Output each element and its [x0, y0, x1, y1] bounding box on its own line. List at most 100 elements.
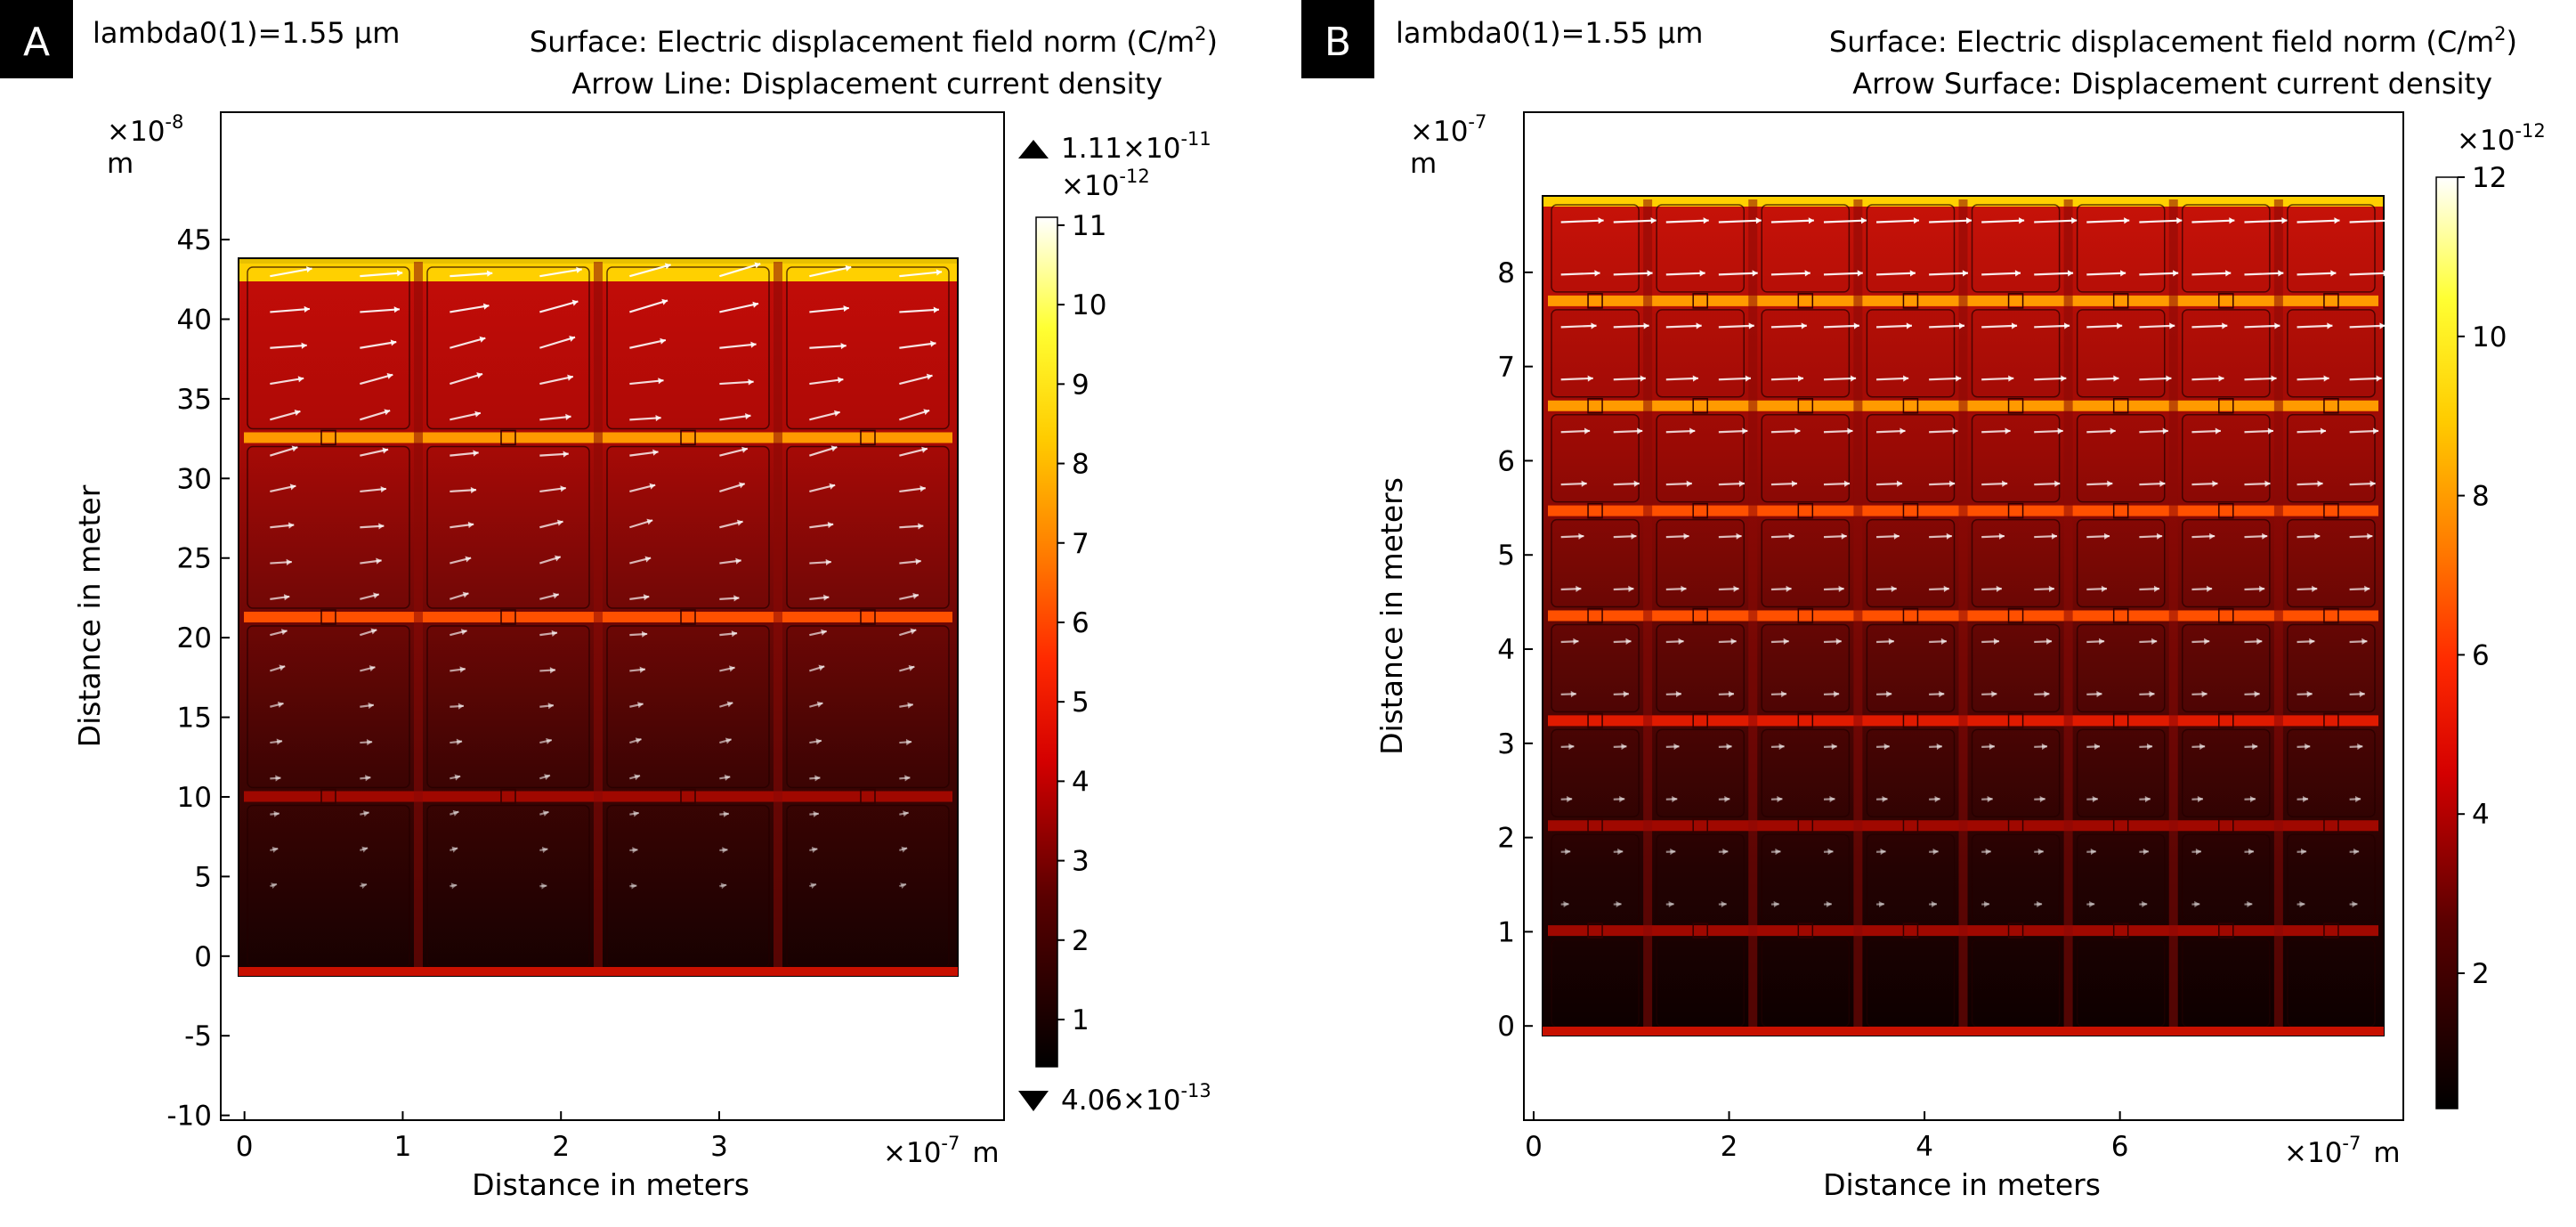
- current-arrow: [1929, 219, 1973, 223]
- arrow-head: [386, 372, 393, 379]
- resonator-cell: [1971, 414, 2061, 503]
- coupler-node: [1692, 398, 1708, 414]
- resonator-cell: [786, 266, 950, 430]
- coupler-node: [2007, 922, 2024, 939]
- cell-separator: [774, 262, 782, 972]
- resonator-cell: [426, 266, 590, 430]
- arrow-head: [2067, 270, 2074, 277]
- arrow-head: [720, 882, 727, 890]
- current-arrow: [2139, 219, 2183, 223]
- arrow-head: [655, 414, 661, 422]
- resonator-cell: [2182, 204, 2271, 293]
- arrow-title: Arrow Surface: Displacement current dens…: [1852, 67, 2492, 101]
- arrow-head: [1775, 848, 1781, 856]
- arrow-head: [2302, 795, 2309, 803]
- current-arrow: [719, 380, 754, 386]
- arrow-head: [2005, 427, 2011, 435]
- arrow-head: [1791, 480, 1797, 487]
- arrow-head: [2146, 743, 2153, 751]
- arrow-head: [2376, 375, 2382, 382]
- arrow-head: [1893, 532, 1900, 540]
- arrow-head: [901, 846, 908, 853]
- resonator-cell: [2182, 833, 2271, 922]
- arrow-head: [1965, 217, 1973, 224]
- arrow-head: [384, 409, 391, 416]
- current-arrow: [1876, 219, 1920, 223]
- current-arrow: [1613, 377, 1646, 381]
- current-arrow: [1665, 272, 1705, 276]
- current-arrow: [1560, 219, 1604, 223]
- arrow-head: [646, 518, 653, 525]
- arrow-head: [551, 630, 558, 637]
- arrow-head: [273, 810, 279, 817]
- arrow-head: [2166, 375, 2172, 382]
- arrow-head: [1987, 795, 1993, 803]
- cell-separator: [594, 262, 603, 972]
- arrow-head: [738, 482, 745, 489]
- resonator-cell: [606, 625, 770, 789]
- current-arrow: [2244, 324, 2280, 329]
- arrow-head: [840, 342, 847, 350]
- arrow-head: [555, 555, 561, 562]
- arrow-head: [2107, 480, 2113, 487]
- current-arrow: [809, 265, 852, 278]
- arrow-head: [2334, 217, 2340, 224]
- cell-separator: [2063, 199, 2073, 1032]
- resonator-cell: [426, 625, 590, 789]
- current-arrow: [629, 379, 664, 386]
- arrow-head: [660, 337, 666, 345]
- current-arrow: [1981, 272, 2021, 276]
- arrow-head: [2169, 322, 2175, 329]
- arrow-head: [2212, 480, 2218, 487]
- arrow-head: [634, 774, 641, 781]
- current-arrow: [270, 344, 307, 349]
- cell-separator: [414, 262, 423, 972]
- current-arrow: [2191, 272, 2232, 276]
- arrow-head: [280, 629, 288, 636]
- arrow-head: [2098, 638, 2105, 646]
- arrow-head: [729, 665, 735, 672]
- current-arrow: [1560, 324, 1597, 329]
- colorbar-tick-label: 7: [1072, 528, 1090, 560]
- arrow-head: [460, 629, 467, 636]
- y-tick-label: 25: [177, 543, 212, 575]
- arrow-head: [1797, 375, 1804, 382]
- arrow-head: [2299, 900, 2305, 908]
- resonator-cell: [1551, 204, 1640, 293]
- arrow-head: [2117, 322, 2123, 329]
- arrow-head: [2353, 848, 2360, 856]
- current-arrow: [450, 337, 486, 349]
- current-arrow: [1560, 272, 1600, 276]
- resonator-cell: [2287, 518, 2376, 608]
- current-arrow: [2244, 377, 2277, 381]
- arrow-head: [915, 558, 921, 565]
- arrow-head: [1623, 690, 1629, 698]
- current-arrow: [1718, 324, 1754, 329]
- arrow-head: [1728, 690, 1735, 698]
- colorbar-tick-label: 6: [1072, 607, 1090, 639]
- arrow-head: [1843, 480, 1851, 487]
- arrow-head: [1913, 217, 1920, 224]
- arrow-head: [1835, 638, 1842, 646]
- coupler-node: [2112, 607, 2129, 624]
- resonator-cell: [1971, 204, 2061, 293]
- arrow-head: [283, 594, 290, 601]
- arrow-head: [1724, 795, 1730, 803]
- arrow-head: [476, 372, 483, 379]
- arrow-head: [396, 270, 403, 277]
- resonator-cell: [1551, 518, 1640, 608]
- x-tick-label: 1: [394, 1131, 412, 1163]
- arrow-head: [1563, 900, 1569, 908]
- arrow-head: [546, 737, 552, 744]
- y-tick-label: 2: [1497, 823, 1515, 855]
- resonator-cell: [2076, 833, 2166, 922]
- arrow-head: [1686, 480, 1692, 487]
- arrow-head: [1880, 848, 1886, 856]
- current-arrow: [2349, 219, 2393, 223]
- colorbar-tick-label: 3: [1072, 846, 1090, 878]
- arrow-head: [1736, 532, 1742, 540]
- arrow-head: [726, 701, 733, 708]
- arrow-head: [2271, 375, 2277, 382]
- coupler-node: [2112, 398, 2129, 414]
- coupler-node: [2218, 398, 2234, 414]
